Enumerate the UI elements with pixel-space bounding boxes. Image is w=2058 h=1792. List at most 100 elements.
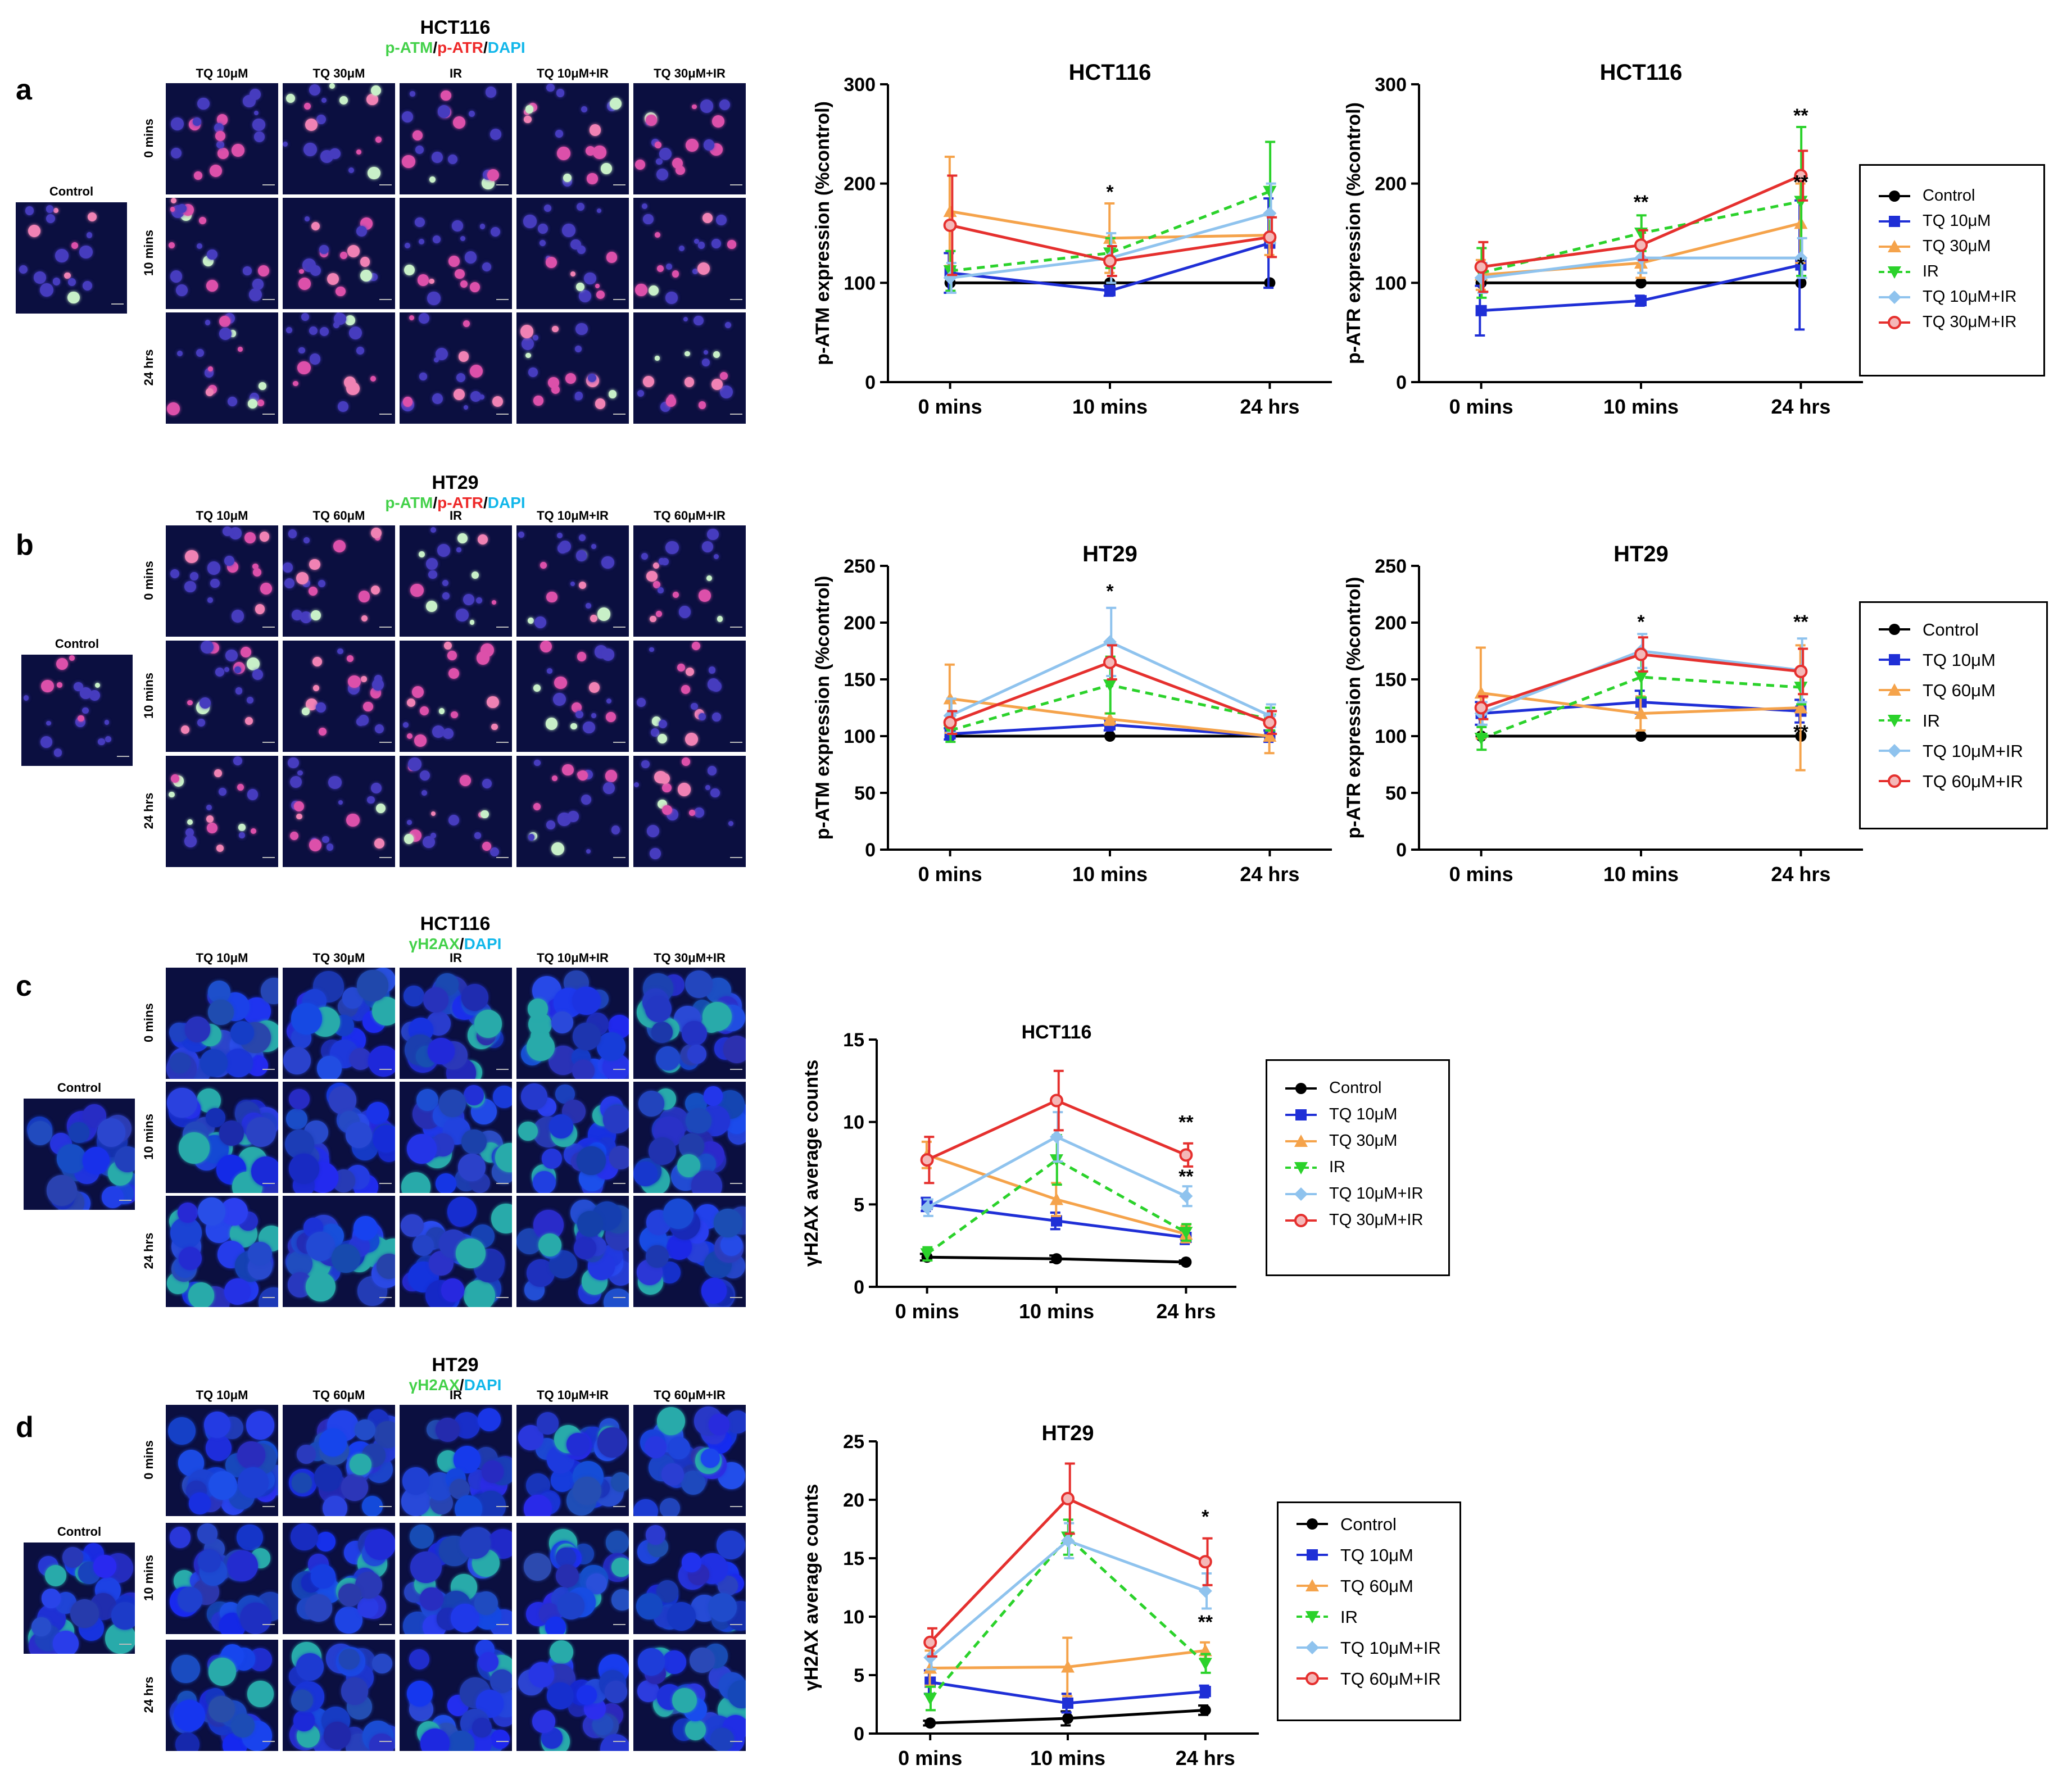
cell-nucleus [315, 1532, 336, 1552]
cell-nucleus [552, 775, 557, 782]
cell-nucleus [471, 571, 479, 579]
cell-nucleus [547, 1682, 574, 1709]
cell-nucleus [332, 1244, 360, 1273]
cell-nucleus [78, 715, 84, 722]
cell-nucleus [53, 208, 58, 214]
legend-label: TQ 10μM+IR [1329, 1185, 1424, 1203]
cell-nucleus [238, 823, 246, 831]
cell-nucleus [472, 1717, 492, 1737]
cell-nucleus [459, 775, 472, 787]
cell-nucleus [677, 1154, 700, 1177]
cell-nucleus [297, 361, 311, 375]
cell-nucleus [578, 290, 591, 302]
cell-nucleus [443, 641, 452, 650]
stain-legend: p-ATM/p-ATR/DAPI [365, 39, 545, 57]
micrograph-image [400, 525, 512, 637]
cell-nucleus [672, 270, 679, 278]
cell-nucleus [711, 115, 725, 128]
cell-nucleus [353, 1216, 378, 1240]
data-point [1634, 647, 1648, 661]
series-5 [923, 1462, 1213, 1658]
cell-nucleus [373, 1125, 395, 1153]
cell-nucleus [713, 351, 720, 358]
data-point [920, 1201, 934, 1215]
micrograph-image [400, 198, 512, 309]
cell-nucleus [57, 682, 62, 688]
data-point [920, 1248, 934, 1261]
cell-nucleus [556, 1564, 579, 1587]
cell-nucleus [327, 273, 339, 285]
series-0 [919, 1251, 1192, 1268]
micrograph-image [516, 1640, 629, 1751]
row-label: 10 mins [142, 230, 156, 276]
y-tick-label: 200 [1375, 174, 1407, 195]
data-point [1179, 1227, 1193, 1240]
cell-nucleus [346, 1122, 372, 1149]
cell-nucleus [589, 682, 600, 693]
data-point [1050, 1192, 1063, 1205]
data-point [943, 205, 957, 217]
cell-nucleus [177, 1202, 198, 1223]
legend-label: IR [1340, 1607, 1358, 1627]
cell-nucleus [52, 278, 61, 285]
cell-nucleus [171, 147, 182, 159]
data-point [1794, 682, 1808, 695]
cell-nucleus [475, 597, 483, 604]
cell-line-title: HCT116 [420, 913, 491, 934]
legend-symbol [1297, 1549, 1328, 1560]
cell-nucleus [523, 1553, 551, 1581]
legend-symbol [1285, 1214, 1317, 1227]
column-label: TQ 30μM+IR [654, 951, 726, 965]
row-label: 24 hrs [142, 1232, 156, 1269]
cell-nucleus [360, 257, 370, 267]
cell-nucleus [206, 279, 219, 292]
micrograph-image [516, 1082, 629, 1193]
data-point [1051, 1253, 1062, 1265]
cell-nucleus [521, 1083, 548, 1110]
cell-nucleus [237, 784, 244, 791]
column-label: TQ 10μM+IR [537, 66, 609, 80]
row-label: 0 mins [142, 1440, 156, 1480]
cell-nucleus [208, 1471, 238, 1500]
cell-nucleus [458, 351, 469, 362]
data-point [1061, 1534, 1075, 1548]
stain-label: DAPI [487, 494, 525, 511]
micrograph-image [400, 312, 512, 424]
cell-nucleus [169, 242, 175, 249]
cell-nucleus [421, 790, 428, 796]
data-point [1103, 655, 1117, 669]
cell-nucleus [634, 160, 645, 170]
row-label: 10 mins [142, 1555, 156, 1601]
micrograph-image [633, 756, 746, 867]
cell-nucleus [419, 1587, 443, 1611]
cell-nucleus [174, 1700, 205, 1732]
cell-nucleus [667, 1602, 696, 1631]
cell-nucleus [448, 815, 459, 826]
cell-nucleus [702, 359, 710, 366]
scale-bar [613, 742, 625, 748]
legend-label: TQ 10μM+IR [1923, 741, 2023, 761]
cell-nucleus [300, 611, 312, 623]
cell-nucleus [428, 570, 437, 579]
stain-label: p-ATM [385, 494, 433, 511]
cell-nucleus [402, 155, 415, 169]
y-tick-label: 25 [843, 1431, 864, 1453]
scale-bar [379, 1624, 392, 1631]
cell-nucleus [430, 527, 437, 533]
cell-nucleus [329, 148, 341, 160]
data-point [1179, 1148, 1193, 1162]
data-point [1180, 1256, 1192, 1268]
legend-label: Control [1923, 620, 1979, 639]
cell-nucleus [565, 373, 577, 384]
y-tick-label: 5 [854, 1194, 864, 1215]
cell-nucleus [286, 1109, 307, 1130]
cell-nucleus [237, 1441, 265, 1469]
cell-nucleus [184, 580, 196, 593]
cell-nucleus [656, 169, 668, 181]
cell-nucleus [455, 1495, 483, 1516]
cell-nucleus [709, 1414, 730, 1435]
cell-nucleus [177, 204, 187, 214]
data-point [1263, 185, 1277, 198]
cell-nucleus [420, 316, 425, 321]
cell-nucleus [492, 1085, 512, 1108]
